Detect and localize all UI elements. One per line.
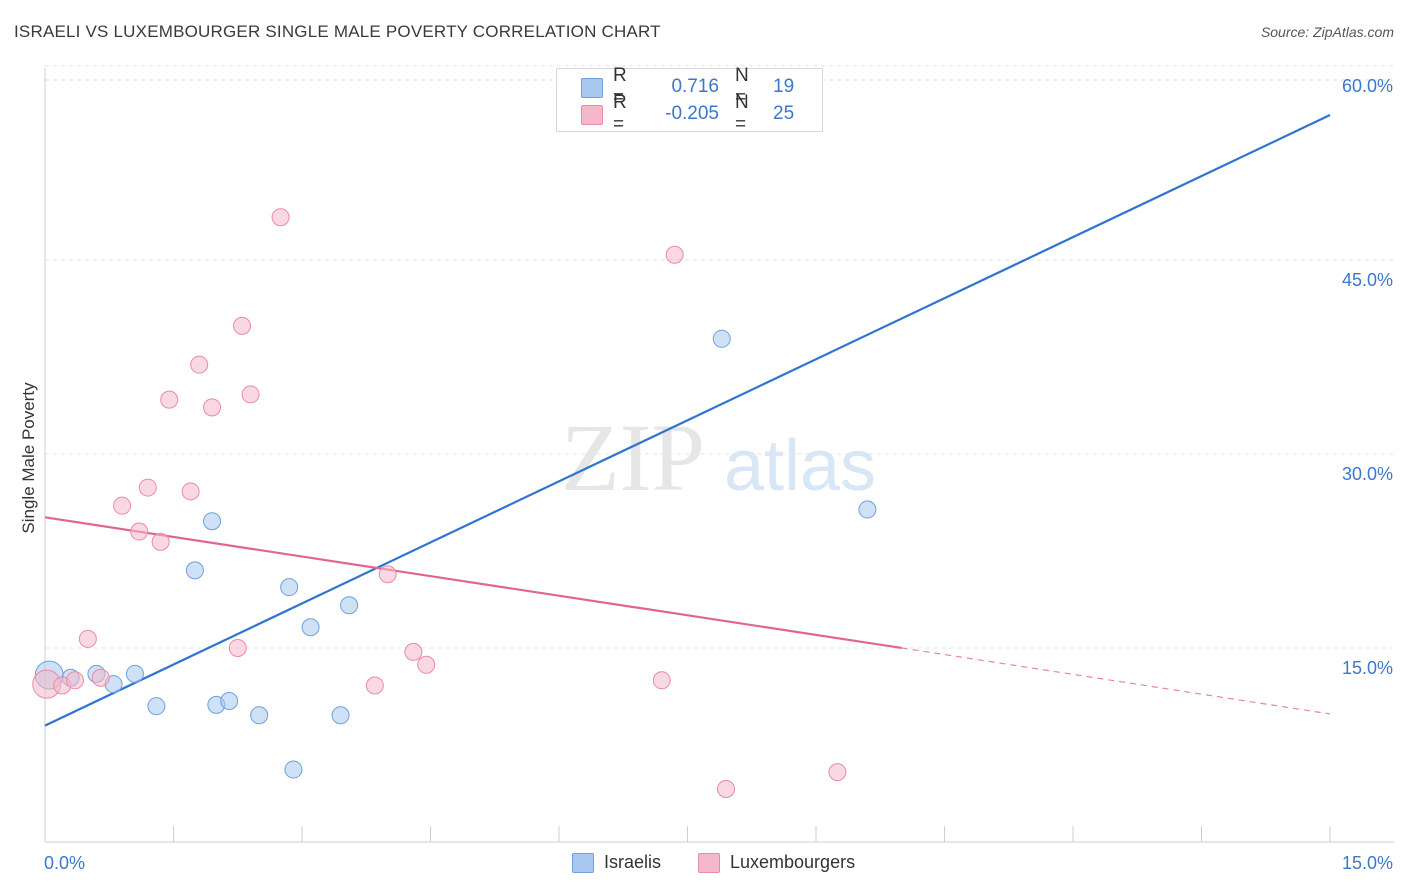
watermark-zip: ZIP (561, 404, 705, 511)
y-tick-label: 30.0% (1342, 464, 1393, 484)
x-tick-label: 15.0% (1342, 853, 1393, 873)
correlation-legend: R = 0.716 N = 19 R = -0.205 N = 25 (556, 65, 823, 135)
legend-item-luxembourgers[interactable]: Luxembourgers (698, 852, 855, 873)
luxembourgers-point (113, 496, 132, 515)
axes (44, 68, 1394, 843)
x-tick-label: 0.0% (44, 853, 85, 873)
israelis-point (712, 329, 731, 348)
luxembourgers-swatch (581, 105, 603, 125)
luxembourgers-point (665, 245, 684, 264)
trend-line (44, 516, 902, 650)
legend-r-label: R = (613, 92, 627, 135)
luxembourgers-point (91, 668, 110, 687)
legend-n-value: 19 (773, 76, 795, 97)
source-credit[interactable]: Source: ZipAtlas.com (1260, 24, 1394, 40)
israelis-point (301, 618, 320, 637)
luxembourgers-point (203, 398, 222, 417)
tick-labels: 15.0% 30.0% 45.0% 60.0% 0.0% 15.0% (44, 76, 1393, 873)
chart-title: ISRAELI VS LUXEMBOURGER SINGLE MALE POVE… (14, 22, 661, 41)
luxembourgers-point (181, 482, 200, 501)
y-tick-label: 45.0% (1342, 270, 1393, 290)
israelis-point (147, 697, 166, 716)
luxembourgers-point (378, 565, 397, 584)
israelis-point (340, 596, 359, 615)
trend-line (44, 114, 1331, 727)
israelis-point (203, 512, 222, 531)
luxembourgers-point (652, 671, 671, 690)
luxembourgers-point (417, 655, 436, 674)
luxembourgers-point (233, 316, 252, 335)
luxembourgers-point (828, 763, 847, 782)
israelis-point (250, 706, 269, 725)
legend-label-israelis: Israelis (604, 852, 662, 872)
israelis-swatch (581, 78, 603, 98)
luxembourgers-point (130, 522, 149, 541)
luxembourgers-point (78, 629, 97, 648)
israelis-point (185, 561, 204, 580)
luxembourgers-point (190, 355, 209, 374)
trend-lines (44, 114, 1331, 727)
luxembourgers-point (404, 642, 423, 661)
luxembourgers-point (228, 638, 247, 657)
israelis-point (125, 664, 144, 683)
watermark-atlas: atlas (724, 426, 876, 506)
legend-r-value: -0.205 (665, 103, 719, 124)
legend-r-value: 0.716 (671, 76, 719, 97)
luxembourgers-point (717, 779, 736, 798)
israelis-point (220, 692, 239, 711)
luxembourgers-point (241, 385, 260, 404)
y-tick-label: 60.0% (1342, 76, 1393, 96)
luxembourgers-point (65, 671, 84, 690)
luxembourgers-point (365, 676, 384, 695)
luxembourgers-point (271, 208, 290, 227)
legend-label-luxembourgers: Luxembourgers (730, 852, 856, 872)
luxembourgers-swatch (698, 852, 720, 873)
legend-r-label: R = (613, 65, 627, 108)
israelis-point (331, 706, 350, 725)
israelis-point (280, 578, 299, 597)
luxembourgers-point (138, 478, 157, 497)
trend-line-extension (901, 647, 1331, 715)
israelis-point (858, 500, 877, 519)
luxembourgers-point (160, 390, 179, 409)
legend-n-value: 25 (773, 103, 795, 124)
gridlines (45, 65, 1394, 649)
legend-item-israelis[interactable]: Israelis (572, 852, 661, 873)
y-axis-label: Single Male Poverty (19, 382, 38, 534)
israelis-point (284, 760, 303, 779)
israelis-swatch (572, 852, 594, 873)
legend-n-label: N = (735, 65, 749, 108)
luxembourgers-point (151, 532, 170, 551)
y-tick-label: 15.0% (1342, 658, 1393, 678)
legend-n-label: N = (735, 92, 749, 135)
data-points (32, 102, 877, 798)
watermark: ZIP atlas (561, 404, 876, 511)
